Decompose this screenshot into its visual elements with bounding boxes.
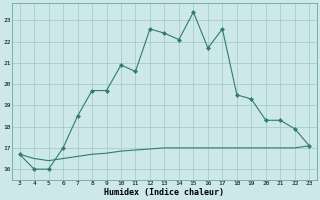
X-axis label: Humidex (Indice chaleur): Humidex (Indice chaleur)	[104, 188, 224, 197]
